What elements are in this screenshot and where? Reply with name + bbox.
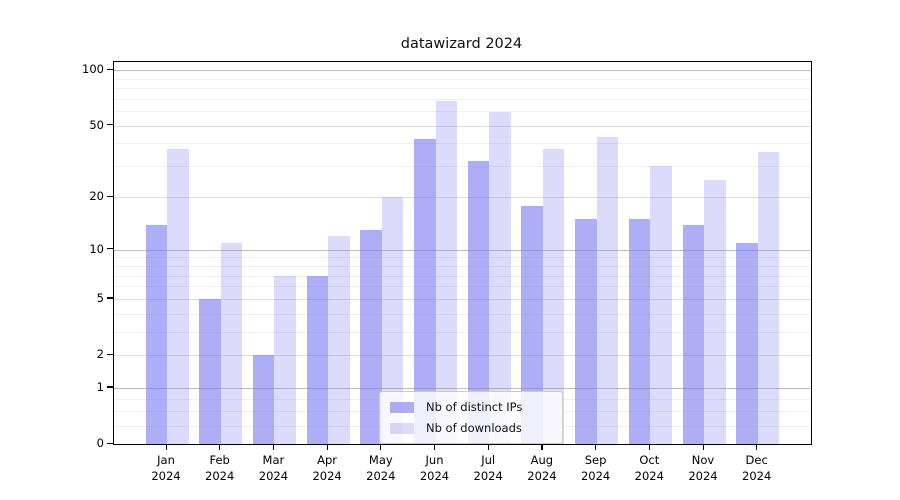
gridline <box>114 249 811 251</box>
bar-downloads-mar <box>274 275 296 444</box>
y-tick-label: 50 <box>89 117 104 132</box>
bar-distinct-ips-apr <box>306 275 329 444</box>
x-tick-label: Jan 2024 <box>151 453 181 483</box>
bars-layer <box>114 62 811 444</box>
y-tick-label: 100 <box>82 62 104 77</box>
bar-distinct-ips-jun <box>414 139 436 444</box>
bar-distinct-ips-jan <box>145 224 167 444</box>
x-tick-mark <box>487 444 489 450</box>
y-tick-mark <box>107 68 113 70</box>
gridline <box>114 197 811 199</box>
x-tick-mark <box>541 444 543 450</box>
bar-downloads-jun <box>435 101 457 444</box>
x-tick-label: Feb 2024 <box>205 453 235 483</box>
x-tick-label: Aug 2024 <box>527 453 557 483</box>
x-tick-mark <box>434 444 436 450</box>
bar-downloads-jan <box>167 149 189 444</box>
bar-downloads-sep <box>596 137 619 444</box>
distinct-ips-swatch-icon <box>390 401 414 413</box>
plot-area: Nb of distinct IPs Nb of downloads <box>113 61 812 445</box>
bar-downloads-may <box>381 197 404 444</box>
x-tick-mark <box>756 444 758 450</box>
bar-downloads-nov <box>704 180 726 444</box>
bar-downloads-aug <box>542 149 565 444</box>
bar-distinct-ips-may <box>360 230 382 444</box>
y-tick-label: 1 <box>96 379 104 394</box>
gridline-minor <box>114 275 811 277</box>
gridline-minor <box>114 111 811 113</box>
x-tick-label: Apr 2024 <box>312 453 342 483</box>
legend-item-distinct-ips: Nb of distinct IPs <box>380 398 562 416</box>
gridline-minor <box>114 88 811 90</box>
y-tick-label: 2 <box>96 347 104 361</box>
x-tick-mark <box>648 444 650 450</box>
gridline-minor <box>114 165 811 167</box>
gridline <box>114 387 811 389</box>
gridlines-layer <box>114 62 811 444</box>
bar-distinct-ips-aug <box>521 205 543 444</box>
bar-distinct-ips-nov <box>682 224 704 444</box>
y-tick-mark <box>107 386 113 388</box>
gridline-minor <box>114 286 811 288</box>
bar-distinct-ips-oct <box>628 219 651 444</box>
bar-downloads-dec <box>757 151 780 444</box>
x-tick-label: Sep 2024 <box>580 453 611 483</box>
bar-downloads-oct <box>650 165 672 444</box>
x-tick-label: Oct 2024 <box>634 453 664 483</box>
y-tick-mark <box>107 124 113 126</box>
downloads-swatch-icon <box>390 422 414 434</box>
bar-distinct-ips-mar <box>252 355 275 444</box>
y-tick-label: 0 <box>96 436 104 450</box>
y-tick-mark <box>107 297 113 299</box>
bar-downloads-apr <box>328 236 350 444</box>
bar-distinct-ips-dec <box>736 242 758 444</box>
x-tick-mark <box>326 444 328 450</box>
legend-label: Nb of downloads <box>426 421 522 435</box>
y-tick-label: 20 <box>89 189 104 204</box>
y-tick-mark <box>107 442 113 444</box>
x-tick-label: Nov 2024 <box>688 453 718 483</box>
y-tick-mark <box>107 248 113 250</box>
legend-label: Nb of distinct IPs <box>426 400 523 414</box>
x-tick-mark <box>702 444 704 450</box>
y-tick-mark <box>107 195 113 198</box>
x-tick-label: Jun 2024 <box>419 453 450 483</box>
gridline-minor <box>114 98 811 100</box>
bar-distinct-ips-feb <box>199 298 221 444</box>
x-tick-label: Jul 2024 <box>473 453 503 483</box>
legend-item-downloads: Nb of downloads <box>380 419 562 437</box>
y-tick-label: 5 <box>96 290 104 305</box>
bar-downloads-feb <box>220 242 243 444</box>
x-tick-label: Dec 2024 <box>742 453 772 483</box>
gridline <box>114 125 811 127</box>
gridline <box>114 298 811 300</box>
gridline-minor <box>114 257 811 259</box>
gridline <box>114 70 811 72</box>
bar-distinct-ips-sep <box>575 219 597 444</box>
gridline-minor <box>114 143 811 145</box>
x-tick-mark <box>165 444 167 450</box>
bar-distinct-ips-jul <box>467 160 490 444</box>
x-tick-mark <box>219 444 221 450</box>
gridline <box>114 355 811 356</box>
x-tick-mark <box>380 444 382 450</box>
gridline-minor <box>114 313 811 315</box>
y-tick-mark <box>107 353 113 355</box>
x-tick-label: May 2024 <box>366 453 396 483</box>
chart-title: datawizard 2024 <box>400 36 523 52</box>
legend: Nb of distinct IPs Nb of downloads <box>379 391 563 444</box>
x-tick-mark <box>272 444 275 450</box>
bar-downloads-jul <box>489 112 511 444</box>
gridline-minor <box>114 266 811 268</box>
x-tick-label: Mar 2024 <box>258 453 289 483</box>
gridline-minor <box>114 78 811 80</box>
x-tick-mark <box>595 444 597 450</box>
y-tick-label: 10 <box>89 241 104 256</box>
gridline-minor <box>114 331 811 333</box>
